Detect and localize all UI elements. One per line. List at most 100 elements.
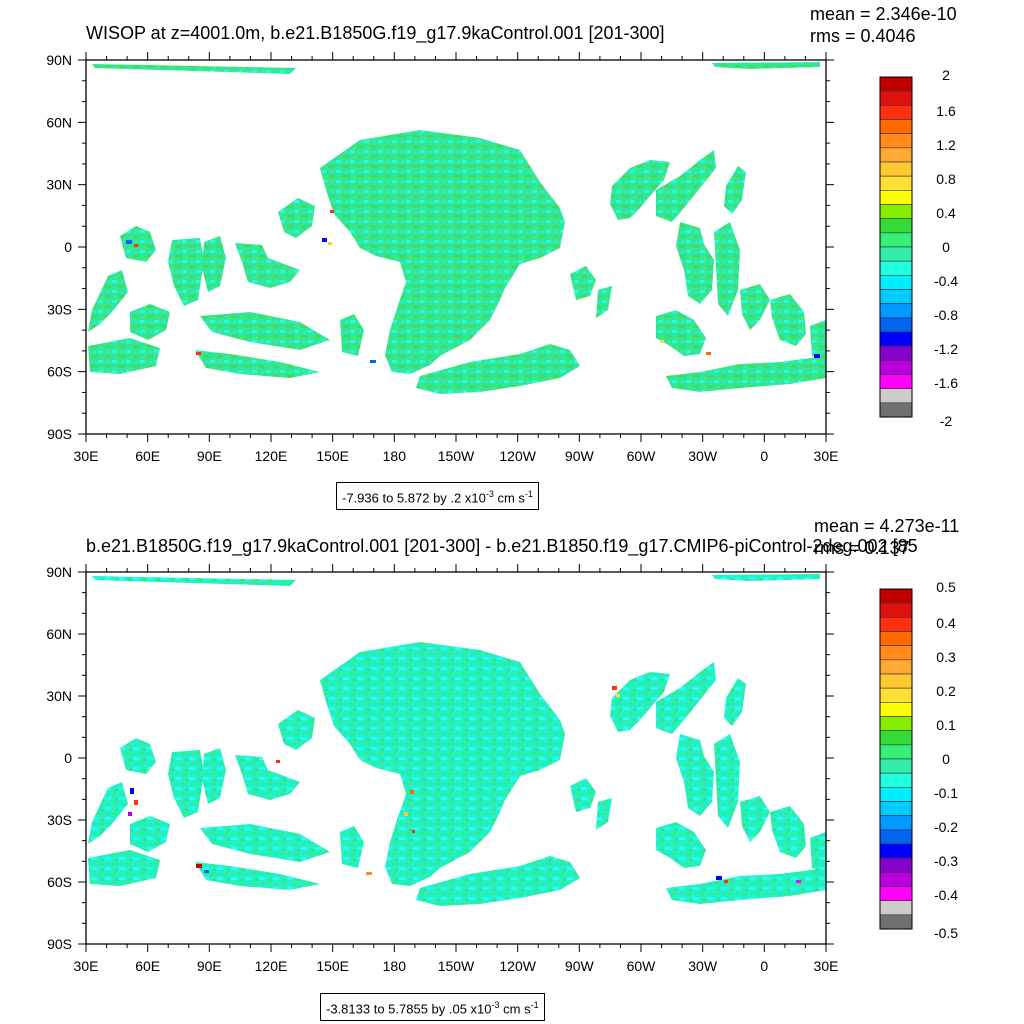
colorbar-label: 2 <box>942 67 950 83</box>
colorbar-swatch <box>879 815 913 831</box>
y-tick-label: 90S <box>47 936 72 952</box>
colorbar-swatch <box>879 602 913 618</box>
bottom-panel-colorbar <box>879 588 913 930</box>
y-tick-label: 30N <box>46 177 72 193</box>
colorbar-swatch <box>879 289 913 304</box>
x-tick-label: 30E <box>814 958 839 974</box>
colorbar-swatch <box>879 744 913 760</box>
colorbar-swatch <box>879 161 913 177</box>
bottom-panel: b.e21.B1850G.f19_g17.9kaControl.001 [201… <box>46 516 959 974</box>
x-tick-label: 120E <box>255 958 288 974</box>
top-panel-colorbar <box>879 76 913 418</box>
top-panel-speckles <box>126 210 820 363</box>
colorbar-swatch <box>879 246 913 262</box>
colorbar-swatch <box>879 275 913 290</box>
bottom-panel-range-unit: cm s <box>499 1001 531 1017</box>
colorbar-swatch <box>879 175 913 191</box>
x-tick-label: 90E <box>197 448 222 464</box>
colorbar-swatch <box>879 218 913 234</box>
colorbar-swatch <box>879 772 913 788</box>
colorbar-label: 0 <box>942 751 950 767</box>
colorbar-label: 0.8 <box>936 171 956 187</box>
x-tick-label: 0 <box>760 958 768 974</box>
colorbar-label: -0.2 <box>934 819 958 835</box>
colorbar-swatch <box>879 702 913 717</box>
colorbar-swatch <box>879 119 913 134</box>
top-panel-y-tick-labels: 90N 60N 30N 0 30S 60S 90S <box>46 52 72 442</box>
colorbar-label: -0.4 <box>934 273 958 289</box>
y-tick-label: 0 <box>64 750 72 766</box>
top-panel-x-tick-labels: 30E 60E 90E 120E 150E 180 150W 120W 90W 60W 30W 0 30… <box>74 448 839 464</box>
bottom-panel-rms: rms = 0.137 <box>814 538 910 558</box>
x-tick-label: 150W <box>438 958 475 974</box>
y-tick-label: 60S <box>47 874 72 890</box>
colorbar-swatch <box>879 90 913 106</box>
x-tick-label: 120W <box>499 958 536 974</box>
colorbar-label: -0.3 <box>934 853 958 869</box>
colorbar-swatch <box>879 190 913 205</box>
top-panel-range-box: -7.936 to 5.872 by .2 x10-3 cm s-1 <box>336 482 539 511</box>
colorbar-swatch <box>879 232 913 248</box>
colorbar-swatch <box>879 857 913 873</box>
colorbar-swatch <box>879 331 913 347</box>
colorbar-swatch <box>879 631 913 646</box>
bottom-panel-ticks <box>78 564 834 952</box>
colorbar-swatch <box>879 872 913 887</box>
top-panel-data-field <box>88 62 826 394</box>
top-panel-rms: rms = 0.4046 <box>810 26 916 46</box>
x-tick-label: 90W <box>565 958 595 974</box>
top-panel-ticks <box>78 52 834 442</box>
x-tick-label: 30E <box>74 448 99 464</box>
y-tick-label: 60N <box>46 114 72 130</box>
colorbar-swatch <box>879 673 913 689</box>
colorbar-swatch <box>879 388 913 404</box>
top-panel-range-prefix: -7.936 to 5.872 by .2 x10 <box>342 490 486 506</box>
x-tick-label: 90E <box>197 958 222 974</box>
colorbar-swatch <box>879 801 913 816</box>
y-tick-label: 30S <box>47 301 72 317</box>
colorbar-swatch <box>879 758 913 774</box>
y-tick-label: 0 <box>64 239 72 255</box>
colorbar-swatch <box>879 914 913 930</box>
colorbar-swatch <box>879 303 913 319</box>
colorbar-swatch <box>879 133 913 149</box>
y-tick-label: 30N <box>46 688 72 704</box>
colorbar-label: 1.6 <box>936 103 956 119</box>
x-tick-label: 60W <box>627 448 657 464</box>
colorbar-swatch <box>879 147 913 163</box>
x-tick-label: 30W <box>688 448 718 464</box>
colorbar-swatch <box>879 900 913 916</box>
y-tick-label: 90S <box>47 426 72 442</box>
top-panel-range-exp: -3 <box>485 489 494 499</box>
top-panel-range-unit-exp: -1 <box>524 489 533 499</box>
y-tick-label: 60S <box>47 364 72 380</box>
x-tick-label: 180 <box>383 448 407 464</box>
colorbar-swatch <box>879 829 913 845</box>
colorbar-label: -1.6 <box>934 375 958 391</box>
bottom-panel-y-tick-labels: 90N 60N 30N 0 30S 60S 90S <box>46 564 72 952</box>
x-tick-label: 150W <box>438 448 475 464</box>
x-tick-label: 150E <box>316 448 349 464</box>
colorbar-frame <box>879 588 913 930</box>
top-panel-colorbar-labels: 2 1.6 1.2 0.8 0.4 0 -0.4 -0.8 -1.2 -1.6 -2 <box>934 67 958 429</box>
colorbar-label: -0.4 <box>934 887 958 903</box>
colorbar-label: 0.3 <box>936 649 956 665</box>
colorbar-label: 1.2 <box>936 137 956 153</box>
colorbar-swatch <box>879 645 913 661</box>
x-tick-label: 60W <box>627 958 657 974</box>
colorbar-swatch <box>879 787 913 802</box>
colorbar-swatch <box>879 716 913 731</box>
bottom-panel-range-box: -3.8133 to 5.7855 by .05 x10-3 cm s-1 <box>320 993 545 1022</box>
x-tick-label: 150E <box>316 958 349 974</box>
colorbar-swatch <box>879 843 913 859</box>
bottom-panel-range-prefix: -3.8133 to 5.7855 by .05 x10 <box>326 1001 492 1017</box>
x-tick-label: 30W <box>688 958 718 974</box>
colorbar-swatch <box>879 687 913 703</box>
bottom-panel-range-unit-exp: -1 <box>530 1000 539 1010</box>
colorbar-label: 0.4 <box>936 205 956 221</box>
y-tick-label: 90N <box>46 52 72 68</box>
x-tick-label: 90W <box>565 448 595 464</box>
colorbar-frame <box>879 76 913 418</box>
y-tick-label: 90N <box>46 564 72 580</box>
